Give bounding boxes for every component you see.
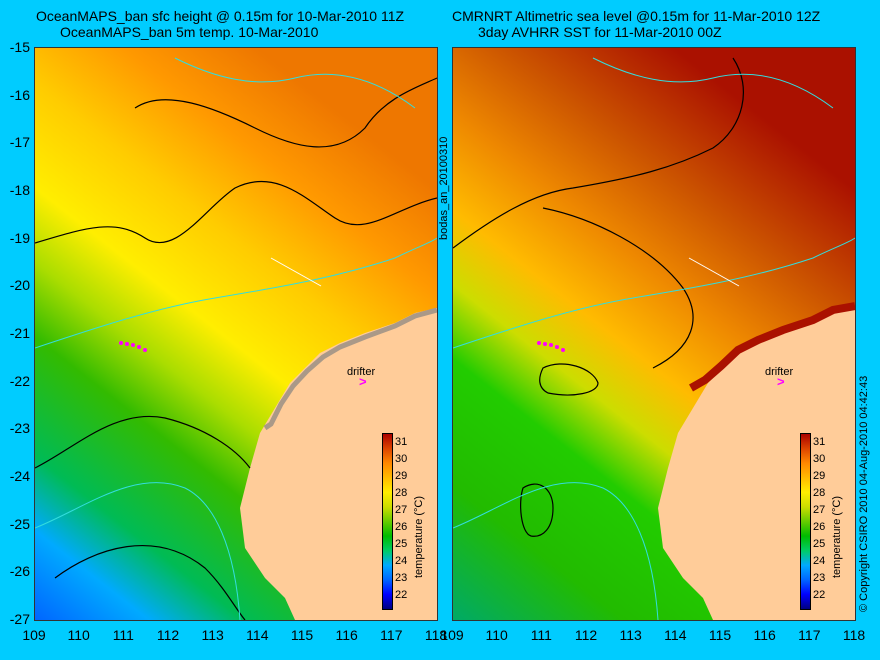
x-tick-label: 111 <box>112 627 134 643</box>
left-contour-3 <box>35 415 251 469</box>
colorbar-tick-label: 29 <box>813 470 826 482</box>
left-contour-2 <box>134 77 437 148</box>
x-tick-label: 115 <box>708 627 732 643</box>
right-section-line <box>688 257 740 287</box>
left-drifter-label: drifter <box>347 366 376 378</box>
x-tick-label: 109 <box>22 627 46 643</box>
right-map-svg <box>453 48 855 620</box>
right-title-line2: 3day AVHRR SST for 11-Mar-2010 00Z <box>478 24 722 40</box>
colorbar-tick-label: 28 <box>395 487 408 499</box>
x-tick-label: 109 <box>440 627 464 643</box>
left-section-line <box>270 257 322 287</box>
colorbar-tick-label: 27 <box>395 504 408 516</box>
x-tick-label: 110 <box>67 627 90 643</box>
side-label: bodas_an_20100310 <box>438 136 450 240</box>
y-tick-label: -22 <box>9 372 30 389</box>
right-contour-2 <box>542 207 694 369</box>
left-cyan-contour-1 <box>35 237 437 349</box>
y-tick-label: -26 <box>9 563 30 580</box>
right-drifter-track <box>537 341 565 352</box>
colorbar-tick-label: 26 <box>813 521 826 533</box>
y-tick-label: -21 <box>9 325 30 341</box>
colorbar-tick-label: 30 <box>813 453 826 465</box>
y-tick-label: -18 <box>9 182 30 198</box>
colorbar-tick-label: 24 <box>813 555 826 567</box>
left-cyan-contour-2 <box>35 482 241 620</box>
x-tick-label: 118 <box>842 627 866 643</box>
x-tick-label: 113 <box>619 627 642 643</box>
colorbar-tick-label: 23 <box>395 572 408 584</box>
x-tick-label: 116 <box>335 627 358 643</box>
x-tick-label: 115 <box>290 627 314 643</box>
colorbar-tick-label: 24 <box>395 555 408 567</box>
x-tick-label: 117 <box>798 627 821 643</box>
right-drifter-label: drifter <box>765 366 794 378</box>
left-title-line2: OceanMAPS_ban 5m temp. 10-Mar-2010 <box>60 24 319 40</box>
left-contour-4 <box>54 545 246 620</box>
x-tick-label: 112 <box>156 627 180 643</box>
right-coast-warm <box>689 302 855 392</box>
colorbar-tick-label: 26 <box>395 521 408 533</box>
left-colorbar-title: temperature (°C) <box>413 495 425 578</box>
colorbar-tick-label: 30 <box>395 453 408 465</box>
left-drifter-marker: > <box>359 374 367 389</box>
colorbar-tick-label: 22 <box>395 589 408 601</box>
left-map-svg <box>35 48 437 620</box>
y-tick-label: -17 <box>9 134 30 151</box>
colorbar-tick-label: 28 <box>813 487 826 499</box>
x-tick-label: 110 <box>485 627 508 643</box>
x-tick-label: 118 <box>424 627 448 643</box>
colorbar-tick-label: 25 <box>813 538 826 550</box>
colorbar-tick-label: 25 <box>395 538 408 550</box>
colorbar-tick-label: 23 <box>813 572 826 584</box>
x-tick-label: 117 <box>380 627 403 643</box>
left-title-line1: OceanMAPS_ban sfc height @ 0.15m for 10-… <box>36 8 405 24</box>
y-tick-label: -16 <box>9 86 30 103</box>
y-tick-label: -23 <box>9 420 30 437</box>
left-contour-1 <box>35 180 437 244</box>
left-colorbar <box>382 433 393 610</box>
right-title-line1: CMRNRT Altimetric sea level @0.15m for 1… <box>452 8 821 24</box>
y-tick-label: -15 <box>9 39 30 55</box>
y-tick-label: -25 <box>9 515 30 532</box>
right-contour-4 <box>520 483 554 537</box>
right-cyan-contour-2 <box>453 482 659 620</box>
y-tick-label: -24 <box>9 468 30 484</box>
right-contour-1 <box>453 57 744 249</box>
right-cyan-contour-1 <box>453 237 855 349</box>
colorbar-tick-label: 31 <box>395 436 408 448</box>
x-tick-label: 113 <box>201 627 224 643</box>
y-tick-label: -27 <box>9 611 30 627</box>
left-drifter-track <box>119 341 147 352</box>
left-coast-shadow <box>263 307 437 431</box>
x-tick-label: 116 <box>753 627 776 643</box>
colorbar-tick-label: 22 <box>813 589 826 601</box>
colorbar-tick-label: 29 <box>395 470 408 482</box>
right-cyan-contour-3 <box>592 57 834 109</box>
right-contour-3 <box>539 363 599 396</box>
y-tick-label: -19 <box>9 229 30 246</box>
right-sst-map[interactable]: drifter > 31 30 29 28 27 26 25 24 23 22 temperatu… <box>452 47 856 621</box>
right-colorbar <box>800 433 811 610</box>
y-tick-label: -20 <box>9 277 30 294</box>
left-cyan-contour-3 <box>174 57 416 109</box>
x-tick-label: 111 <box>530 627 552 643</box>
right-drifter-marker: > <box>777 374 785 389</box>
x-tick-label: 114 <box>664 627 687 643</box>
right-colorbar-title: temperature (°C) <box>831 495 843 578</box>
copyright-label: © Copyright CSIRO 2010 04-Aug-2010 04:42… <box>858 375 870 612</box>
colorbar-tick-label: 27 <box>813 504 826 516</box>
left-sst-map[interactable]: drifter > 31 30 29 28 27 26 25 24 23 22 temperatu… <box>34 47 438 621</box>
x-tick-label: 114 <box>246 627 269 643</box>
x-tick-label: 112 <box>574 627 598 643</box>
colorbar-tick-label: 31 <box>813 436 826 448</box>
